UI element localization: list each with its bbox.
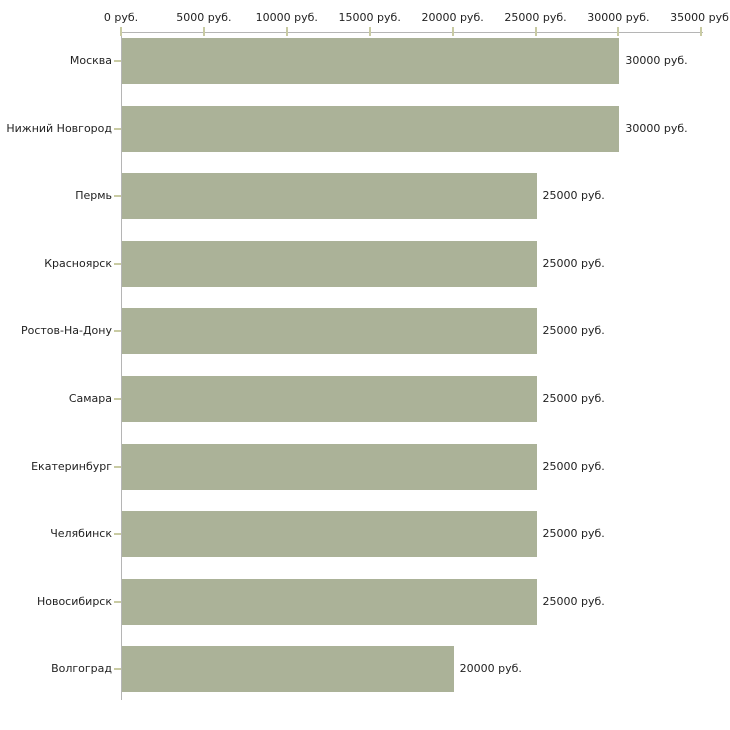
y-axis-tick (114, 465, 121, 468)
y-axis-tick (114, 262, 121, 265)
y-axis-tick (114, 330, 121, 333)
y-axis-tick (114, 600, 121, 603)
y-axis-line (121, 32, 122, 700)
value-label: 25000 руб. (542, 392, 605, 405)
x-axis-tick (202, 27, 205, 36)
value-label: 30000 руб. (625, 54, 688, 67)
x-axis-tick (120, 27, 122, 36)
category-label: Новосибирск (36, 594, 112, 608)
category-label: Ростов-На-Дону (20, 324, 112, 338)
value-label: 25000 руб. (542, 324, 605, 338)
value-label: 20000 руб. (459, 662, 522, 676)
category-label: Москва (69, 54, 112, 67)
bar (122, 443, 537, 490)
bar (122, 578, 537, 625)
value-label: 25000 руб. (542, 594, 605, 608)
category-label: Красноярск (44, 256, 112, 270)
category-label: Екатеринбург (31, 459, 112, 473)
value-label: 25000 руб. (542, 189, 605, 203)
category-label: Волгоград (51, 662, 112, 676)
bar (122, 240, 537, 287)
bar (122, 646, 454, 693)
x-axis-tick (534, 27, 537, 36)
y-axis-tick (114, 533, 121, 536)
bar (122, 511, 537, 558)
y-axis-tick (114, 398, 121, 400)
x-axis-tick-label: 10000 руб. (255, 11, 318, 24)
value-label: 25000 руб. (542, 459, 605, 473)
x-axis-tick (617, 27, 620, 36)
x-axis-tick-label: 20000 руб. (421, 11, 484, 24)
category-label: Самара (68, 392, 112, 405)
bar (122, 376, 537, 422)
x-axis-tick (368, 27, 371, 36)
y-axis-tick (114, 60, 121, 62)
x-axis-tick (700, 27, 703, 36)
x-axis-tick-label: 5000 руб. (176, 11, 232, 24)
bar (122, 38, 620, 84)
category-label: Пермь (75, 189, 112, 203)
value-label: 25000 руб. (542, 256, 605, 270)
category-label: Челябинск (50, 527, 112, 541)
y-axis-tick (114, 127, 121, 130)
x-axis-tick (285, 27, 288, 36)
bar (122, 173, 537, 220)
x-axis-tick-label: 15000 руб. (338, 11, 401, 24)
x-axis-line (121, 32, 703, 33)
x-axis-tick-label: 25000 руб. (504, 11, 567, 24)
bar (122, 105, 620, 152)
bar (122, 308, 537, 355)
value-label: 25000 руб. (542, 527, 605, 541)
y-axis-tick (114, 668, 121, 671)
category-label: Нижний Новгород (6, 121, 112, 135)
x-axis-tick-label: 35000 руб. (670, 11, 730, 24)
x-axis-tick-label: 30000 руб. (587, 11, 650, 24)
x-axis-tick-label: 0 руб. (103, 11, 139, 24)
x-axis-tick (451, 27, 454, 36)
value-label: 30000 руб. (625, 121, 688, 135)
y-axis-tick (114, 195, 121, 198)
